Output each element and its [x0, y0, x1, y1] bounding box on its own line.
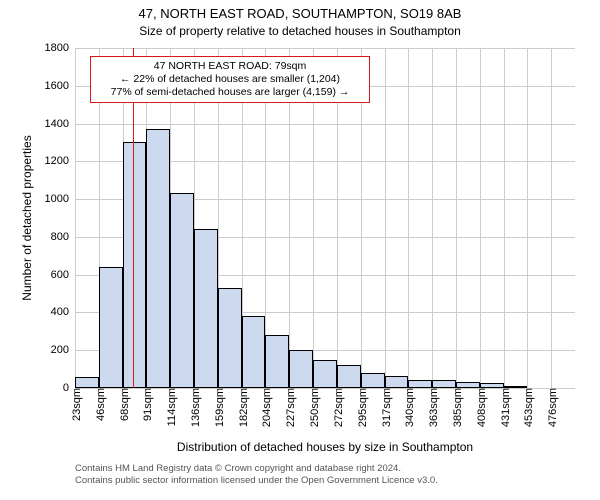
histogram-bar: [432, 380, 456, 388]
annotation-line3: 77% of semi-detached houses are larger (…: [97, 86, 363, 99]
gridline-x: [551, 48, 552, 388]
gridline-x: [75, 48, 76, 388]
histogram-bar: [337, 365, 361, 388]
annotation-line2: ← 22% of detached houses are smaller (1,…: [97, 73, 363, 86]
xtick-label: 182sqm: [234, 388, 250, 427]
xtick-label: 159sqm: [210, 388, 226, 427]
gridline-x: [456, 48, 457, 388]
xtick-label: 227sqm: [281, 388, 297, 427]
histogram-bar: [218, 288, 242, 388]
xtick-label: 295sqm: [353, 388, 369, 427]
histogram-bar: [265, 335, 289, 388]
xtick-label: 408sqm: [472, 388, 488, 427]
xtick-label: 453sqm: [519, 388, 535, 427]
histogram-bar: [242, 316, 266, 388]
xtick-label: 136sqm: [186, 388, 202, 427]
xtick-label: 363sqm: [424, 388, 440, 427]
xtick-label: 204sqm: [257, 388, 273, 427]
ytick-label: 600: [51, 269, 75, 281]
chart-title-line2: Size of property relative to detached ho…: [0, 24, 600, 38]
histogram-bar: [123, 142, 147, 388]
xtick-label: 91sqm: [138, 388, 154, 421]
histogram-bar: [99, 267, 123, 388]
histogram-bar: [385, 376, 409, 388]
histogram-bar: [361, 373, 385, 388]
histogram-bar: [456, 382, 480, 388]
gridline-x: [480, 48, 481, 388]
histogram-bar: [408, 380, 432, 389]
chart-container: 47, NORTH EAST ROAD, SOUTHAMPTON, SO19 8…: [0, 0, 600, 500]
ytick-label: 1000: [45, 193, 75, 205]
xtick-label: 250sqm: [305, 388, 321, 427]
xtick-label: 46sqm: [91, 388, 107, 421]
ytick-label: 400: [51, 306, 75, 318]
histogram-bar: [170, 193, 194, 388]
histogram-bar: [480, 383, 504, 388]
gridline-x: [385, 48, 386, 388]
ytick-label: 800: [51, 231, 75, 243]
annotation-box: 47 NORTH EAST ROAD: 79sqm ← 22% of detac…: [90, 56, 370, 103]
gridline-y: [75, 48, 575, 49]
histogram-bar: [75, 377, 99, 388]
x-axis-label: Distribution of detached houses by size …: [75, 440, 575, 454]
histogram-bar: [194, 229, 218, 388]
gridline-x: [504, 48, 505, 388]
histogram-bar: [289, 350, 313, 388]
gridline-x: [432, 48, 433, 388]
xtick-label: 385sqm: [448, 388, 464, 427]
xtick-label: 340sqm: [400, 388, 416, 427]
footer-attribution: Contains HM Land Registry data © Crown c…: [75, 463, 438, 487]
gridline-y: [75, 124, 575, 125]
ytick-label: 1200: [45, 155, 75, 167]
plot-area: 02004006008001000120014001600180023sqm46…: [75, 48, 575, 388]
xtick-label: 68sqm: [115, 388, 131, 421]
ytick-label: 1800: [45, 42, 75, 54]
annotation-line1: 47 NORTH EAST ROAD: 79sqm: [97, 60, 363, 73]
xtick-label: 272sqm: [329, 388, 345, 427]
footer-line1: Contains HM Land Registry data © Crown c…: [75, 463, 438, 475]
ytick-label: 200: [51, 344, 75, 356]
xtick-label: 317sqm: [377, 388, 393, 427]
ytick-label: 1400: [45, 118, 75, 130]
chart-title-line1: 47, NORTH EAST ROAD, SOUTHAMPTON, SO19 8…: [0, 6, 600, 21]
gridline-x: [408, 48, 409, 388]
histogram-bar: [313, 360, 337, 388]
xtick-label: 476sqm: [543, 388, 559, 427]
xtick-label: 23sqm: [67, 388, 83, 421]
histogram-bar: [504, 386, 528, 388]
histogram-bar: [146, 129, 170, 388]
gridline-x: [527, 48, 528, 388]
ytick-label: 1600: [45, 80, 75, 92]
xtick-label: 431sqm: [496, 388, 512, 427]
y-axis-label: Number of detached properties: [20, 135, 34, 300]
xtick-label: 114sqm: [162, 388, 178, 426]
footer-line2: Contains public sector information licen…: [75, 475, 438, 487]
